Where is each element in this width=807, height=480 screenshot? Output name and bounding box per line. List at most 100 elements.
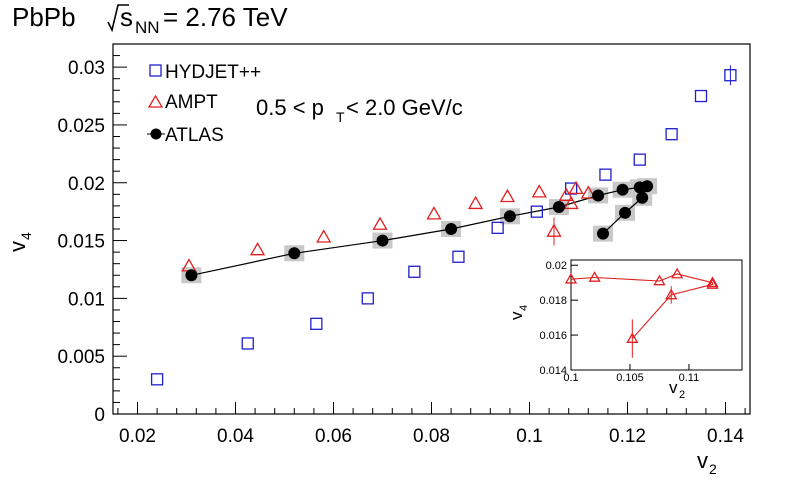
x-axis-label: v 2 (697, 448, 717, 477)
atlas-point (503, 210, 516, 223)
inset-x-tick-label: 0.105 (616, 372, 644, 384)
title-sqrt: s (120, 2, 133, 32)
x-tick-label: 0.04 (217, 426, 254, 447)
svg-text:v: v (669, 378, 678, 397)
hydjet-point (665, 128, 678, 141)
svg-text:= 2.76 TeV: = 2.76 TeV (163, 2, 288, 32)
ampt-point (568, 180, 584, 195)
atlas-point (597, 227, 609, 240)
title-main: PbPb (12, 2, 76, 32)
ampt-point (563, 195, 579, 210)
legend-entry-ampt: AMPT (147, 92, 218, 113)
svg-text:2: 2 (709, 461, 717, 477)
x-tick-label: 0.1 (516, 426, 542, 447)
svg-text:ATLAS: ATLAS (165, 125, 224, 146)
inset-ampt-point (706, 278, 719, 289)
hydjet-point (452, 250, 465, 263)
y-tick-label: 0.01 (68, 289, 105, 310)
svg-text:T: T (336, 109, 345, 125)
atlas-point (288, 247, 301, 260)
hydjet-point (408, 265, 421, 278)
x-tick-label: 0.12 (609, 426, 646, 447)
atlas-point (376, 234, 389, 247)
inset-x-tick-label: 0.11 (679, 372, 700, 384)
inset-y-tick-label: 0.02 (546, 260, 567, 272)
ampt-point (499, 188, 516, 203)
hydjet-point (694, 89, 708, 103)
inset-y-axis-label: v 4 (507, 305, 530, 320)
svg-text:AMPT: AMPT (165, 92, 218, 113)
pt-range-annotation: 0.5 < p T < 2.0 GeV/c (256, 95, 463, 125)
atlas-point (552, 201, 565, 214)
hydjet-point (361, 292, 374, 305)
ampt-point (372, 216, 388, 230)
hydjet-point (491, 221, 504, 234)
inset-axes: 0.1 0.105 0.11 0.014 0.016 0.018 0.02 (539, 260, 699, 384)
title-sub: NN (135, 18, 160, 37)
y-tick-label: 0.02 (68, 174, 105, 195)
inset-y-tick-label: 0.016 (539, 330, 567, 342)
inset-ampt-line (570, 273, 714, 339)
hydjet-point (241, 337, 254, 350)
legend-entry-atlas: ATLAS (147, 125, 224, 146)
ampt-point (316, 229, 332, 243)
y-tick-label: 0.025 (57, 116, 105, 137)
svg-text:0.5 < p: 0.5 < p (256, 95, 324, 120)
x-tick-label: 0.02 (119, 426, 156, 447)
svg-text:4: 4 (18, 232, 34, 240)
inset-ampt-point (665, 288, 678, 300)
y-tick-label: 0.03 (68, 58, 105, 79)
legend: HYDJET++ AMPT ATLAS (147, 62, 261, 146)
main-axes: 0.02 0.04 0.06 0.08 0.1 0.12 0.14 0 0.005 0.01 0.0… (57, 55, 746, 447)
hydjet-point (599, 168, 612, 181)
svg-text:s: s (120, 2, 133, 32)
inset-ampt-point (564, 272, 578, 284)
svg-text:v: v (697, 448, 708, 473)
atlas-point (445, 223, 458, 235)
chart-title: PbPb s NN = 2.76 TeV (12, 2, 288, 37)
atlas-point (616, 183, 629, 196)
hydjet-point (150, 373, 164, 386)
svg-text:4: 4 (518, 305, 530, 311)
atlas-point (592, 189, 605, 202)
x-tick-label: 0.06 (315, 426, 352, 447)
svg-text:NN: NN (135, 18, 160, 37)
svg-text:HYDJET++: HYDJET++ (165, 62, 261, 83)
legend-entry-hydjet: HYDJET++ (149, 62, 261, 83)
title-rest: = 2.76 TeV (163, 2, 288, 32)
y-tick-label: 0.005 (57, 347, 105, 368)
hydjet-point (633, 153, 646, 166)
sqrt-symbol (107, 4, 129, 33)
svg-text:v: v (507, 311, 526, 320)
svg-text:2: 2 (679, 389, 685, 401)
inset-ampt-point (588, 271, 601, 282)
inset-y-tick-label: 0.018 (539, 295, 567, 307)
inset-ampt-point (626, 332, 639, 343)
svg-text:v: v (5, 241, 30, 252)
svg-text:< 2.0 GeV/c: < 2.0 GeV/c (346, 95, 463, 120)
inset-ampt-point (653, 274, 666, 286)
ampt-point (580, 185, 596, 199)
inset-ampt-point (671, 267, 684, 279)
inset-marks (564, 267, 719, 358)
atlas-point (185, 269, 198, 282)
inset-ampt-point (706, 276, 719, 288)
y-tick-label: 0 (94, 405, 105, 426)
ampt-point (426, 206, 442, 220)
ampt-point (467, 195, 484, 210)
hydjet-point (530, 205, 543, 218)
y-axis-label: v 4 (5, 232, 34, 252)
y-tick-label: 0.015 (57, 232, 105, 253)
main-marks (150, 65, 737, 386)
x-tick-label: 0.14 (707, 426, 744, 447)
inset-y-tick-label: 0.014 (539, 365, 567, 377)
ampt-point (249, 242, 266, 256)
svg-text:PbPb: PbPb (12, 2, 76, 32)
ampt-point (531, 184, 547, 198)
atlas-point (641, 180, 654, 193)
hydjet-point (310, 317, 323, 330)
atlas-point (619, 206, 632, 219)
atlas-point (636, 191, 649, 204)
x-tick-label: 0.08 (413, 426, 450, 447)
